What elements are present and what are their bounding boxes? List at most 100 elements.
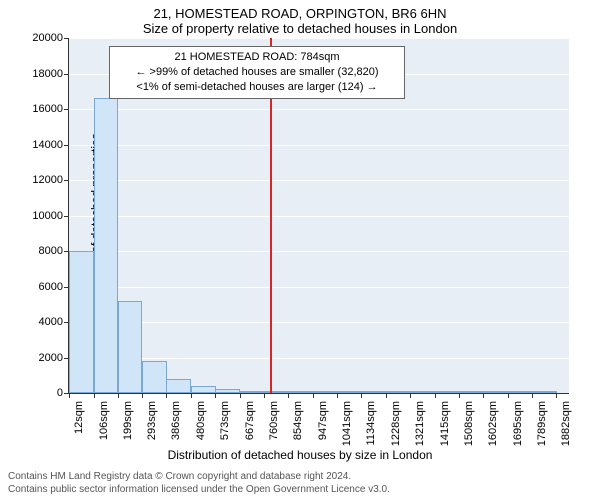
x-tick-label: 1508sqm: [463, 401, 475, 446]
y-tick-label: 14000: [32, 139, 63, 151]
y-tick-mark: [64, 74, 69, 75]
histogram-bar: [386, 391, 411, 393]
x-tick-label: 1321sqm: [414, 401, 426, 446]
info-box-line: <1% of semi-detached houses are larger (…: [116, 80, 398, 95]
x-tick-mark: [313, 393, 314, 398]
footer-line-2: Contains public sector information licen…: [8, 483, 390, 496]
x-tick-mark: [69, 393, 70, 398]
gridline: [69, 216, 569, 217]
x-tick-label: 1789sqm: [536, 401, 548, 446]
histogram-bar: [288, 391, 313, 393]
x-tick-mark: [361, 393, 362, 398]
y-tick-label: 10000: [32, 210, 63, 222]
x-tick-label: 854sqm: [292, 401, 304, 440]
histogram-bar: [94, 98, 119, 393]
x-tick-mark: [459, 393, 460, 398]
x-tick-label: 1882sqm: [560, 401, 572, 446]
x-tick-mark: [532, 393, 533, 398]
histogram-bar: [240, 391, 265, 393]
x-tick-label: 106sqm: [98, 401, 110, 440]
x-tick-label: 667sqm: [244, 401, 256, 440]
gridline: [69, 251, 569, 252]
x-tick-mark: [191, 393, 192, 398]
chart-title-main: 21, HOMESTEAD ROAD, ORPINGTON, BR6 6HN: [0, 0, 600, 21]
histogram-bar: [118, 301, 143, 393]
gridline: [69, 180, 569, 181]
y-tick-mark: [64, 216, 69, 217]
x-tick-label: 293sqm: [146, 401, 158, 440]
x-tick-mark: [215, 393, 216, 398]
y-tick-label: 8000: [39, 245, 63, 257]
x-tick-label: 573sqm: [219, 401, 231, 440]
y-tick-mark: [64, 109, 69, 110]
y-tick-label: 6000: [39, 281, 63, 293]
histogram-bar: [508, 391, 533, 393]
x-tick-label: 760sqm: [268, 401, 280, 440]
x-tick-mark: [142, 393, 143, 398]
x-tick-label: 1415sqm: [439, 401, 451, 446]
info-box: 21 HOMESTEAD ROAD: 784sqm← >99% of detac…: [109, 46, 405, 99]
histogram-bar: [215, 389, 240, 393]
x-tick-mark: [556, 393, 557, 398]
y-tick-mark: [64, 145, 69, 146]
y-tick-mark: [64, 180, 69, 181]
x-tick-mark: [337, 393, 338, 398]
x-tick-label: 1228sqm: [390, 401, 402, 446]
histogram-bar: [532, 391, 557, 393]
footer-line-1: Contains HM Land Registry data © Crown c…: [8, 470, 390, 483]
info-box-line: ← >99% of detached houses are smaller (3…: [116, 65, 398, 80]
y-tick-label: 16000: [32, 103, 63, 115]
histogram-bar: [264, 391, 289, 393]
gridline: [69, 322, 569, 323]
plot-area: Number of detached properties 0200040006…: [68, 38, 569, 394]
y-tick-label: 0: [57, 387, 63, 399]
chart-title-sub: Size of property relative to detached ho…: [0, 21, 600, 38]
y-tick-label: 2000: [39, 352, 63, 364]
y-tick-label: 20000: [32, 32, 63, 44]
chart-container: Number of detached properties 0200040006…: [68, 38, 568, 393]
histogram-bar: [166, 379, 191, 393]
x-tick-label: 947sqm: [317, 401, 329, 440]
info-box-line: 21 HOMESTEAD ROAD: 784sqm: [116, 50, 398, 65]
y-tick-label: 4000: [39, 316, 63, 328]
gridline: [69, 287, 569, 288]
x-tick-label: 480sqm: [195, 401, 207, 440]
x-tick-mark: [264, 393, 265, 398]
x-tick-mark: [118, 393, 119, 398]
gridline: [69, 145, 569, 146]
x-tick-label: 1602sqm: [487, 401, 499, 446]
x-tick-mark: [386, 393, 387, 398]
histogram-bar: [435, 391, 460, 393]
histogram-bar: [313, 391, 338, 393]
histogram-bar: [69, 251, 94, 393]
histogram-bar: [483, 391, 508, 393]
x-axis-title: Distribution of detached houses by size …: [0, 448, 600, 462]
x-tick-mark: [94, 393, 95, 398]
histogram-bar: [361, 391, 386, 393]
x-tick-label: 1041sqm: [341, 401, 353, 446]
x-tick-mark: [435, 393, 436, 398]
histogram-bar: [410, 391, 435, 393]
x-tick-mark: [483, 393, 484, 398]
x-tick-label: 386sqm: [170, 401, 182, 440]
footer-attribution: Contains HM Land Registry data © Crown c…: [8, 470, 390, 496]
y-tick-mark: [64, 38, 69, 39]
x-tick-label: 199sqm: [122, 401, 134, 440]
histogram-bar: [337, 391, 362, 393]
x-tick-mark: [288, 393, 289, 398]
x-tick-mark: [508, 393, 509, 398]
y-tick-label: 12000: [32, 174, 63, 186]
histogram-bar: [459, 391, 484, 393]
x-tick-label: 1695sqm: [512, 401, 524, 446]
y-tick-label: 18000: [32, 68, 63, 80]
x-tick-label: 12sqm: [73, 401, 85, 434]
histogram-bar: [191, 386, 216, 393]
x-tick-mark: [240, 393, 241, 398]
gridline: [69, 358, 569, 359]
x-tick-label: 1134sqm: [365, 401, 377, 445]
gridline: [69, 38, 569, 39]
x-tick-mark: [410, 393, 411, 398]
histogram-bar: [142, 361, 167, 393]
x-tick-mark: [166, 393, 167, 398]
gridline: [69, 109, 569, 110]
